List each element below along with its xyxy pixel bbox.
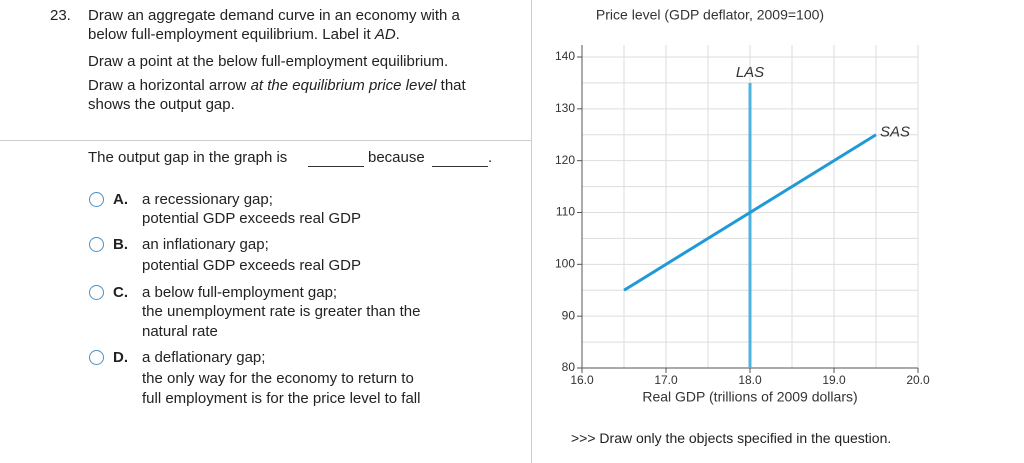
prompt-text: because xyxy=(368,149,425,166)
x-tick-label: 17.0 xyxy=(654,373,678,387)
option-text: natural rate xyxy=(142,323,218,340)
option-text: potential GDP exceeds real GDP xyxy=(142,210,362,227)
x-tick-label: 16.0 xyxy=(570,373,594,387)
text-run: that xyxy=(436,77,466,94)
series-label: SAS xyxy=(880,124,910,141)
separator xyxy=(0,140,531,141)
radio-button[interactable] xyxy=(89,350,104,365)
text-run: at the equilibrium price level xyxy=(250,77,437,94)
option-text: a recessionary gap; xyxy=(142,191,273,208)
y-tick-label: 140 xyxy=(555,49,575,63)
answer-blank xyxy=(308,166,364,167)
footer-note: >>> Draw only the objects specified in t… xyxy=(571,430,892,446)
y-tick-label: 120 xyxy=(555,153,575,167)
option-text: full employment is for the price level t… xyxy=(142,390,421,407)
question-line: Draw a horizontal arrow at the equilibri… xyxy=(88,77,466,95)
radio-button[interactable] xyxy=(89,237,104,252)
question-line: Draw an aggregate demand curve in an eco… xyxy=(88,7,460,25)
text-run: Draw a point at the below full-employmen… xyxy=(88,53,449,70)
option-letter: B. xyxy=(113,236,128,253)
y-tick-label: 80 xyxy=(562,360,576,374)
text-run: Draw an aggregate demand curve in an eco… xyxy=(88,7,460,24)
y-tick-label: 110 xyxy=(556,205,575,219)
chart-title: Price level (GDP deflator, 2009=100) xyxy=(596,7,824,23)
question-line: below full-employment equilibrium. Label… xyxy=(88,26,400,44)
x-tick-label: 20.0 xyxy=(906,373,930,387)
text-run: shows the output gap. xyxy=(88,96,235,113)
series-label: LAS xyxy=(736,64,764,81)
prompt-text: The output gap in the graph is xyxy=(88,149,288,166)
option-letter: C. xyxy=(113,284,128,301)
question-line: shows the output gap. xyxy=(88,96,235,114)
option-text: a deflationary gap; xyxy=(142,349,266,366)
text-run: below full-employment equilibrium. Label… xyxy=(88,26,375,43)
prompt-text: . xyxy=(488,149,493,166)
question-number: 23. xyxy=(50,7,71,24)
divider xyxy=(531,0,532,463)
x-tick-label: 18.0 xyxy=(738,373,762,387)
y-tick-label: 90 xyxy=(562,308,576,322)
y-tick-label: 130 xyxy=(555,101,575,115)
option-text: potential GDP exceeds real GDP xyxy=(142,257,362,274)
radio-button[interactable] xyxy=(89,192,104,207)
option-text: the unemployment rate is greater than th… xyxy=(142,303,421,320)
chart: Price level (GDP deflator, 2009=100) Rea… xyxy=(555,7,930,405)
radio-button[interactable] xyxy=(89,285,104,300)
text-run: AD xyxy=(374,26,396,43)
x-tick-label: 19.0 xyxy=(822,373,846,387)
text-run: . xyxy=(395,26,400,43)
option-text: a below full-employment gap; xyxy=(142,284,338,301)
answer-blank xyxy=(432,166,488,167)
text-run: Draw a horizontal arrow xyxy=(88,77,251,94)
option-letter: D. xyxy=(113,349,128,366)
option-letter: A. xyxy=(113,191,128,208)
option-text: the only way for the economy to return t… xyxy=(142,370,414,387)
y-tick-label: 100 xyxy=(555,257,575,271)
series-line xyxy=(623,133,877,292)
x-axis-label: Real GDP (trillions of 2009 dollars) xyxy=(642,389,857,405)
question-line: Draw a point at the below full-employmen… xyxy=(88,53,448,71)
option-text: an inflationary gap; xyxy=(142,236,269,253)
